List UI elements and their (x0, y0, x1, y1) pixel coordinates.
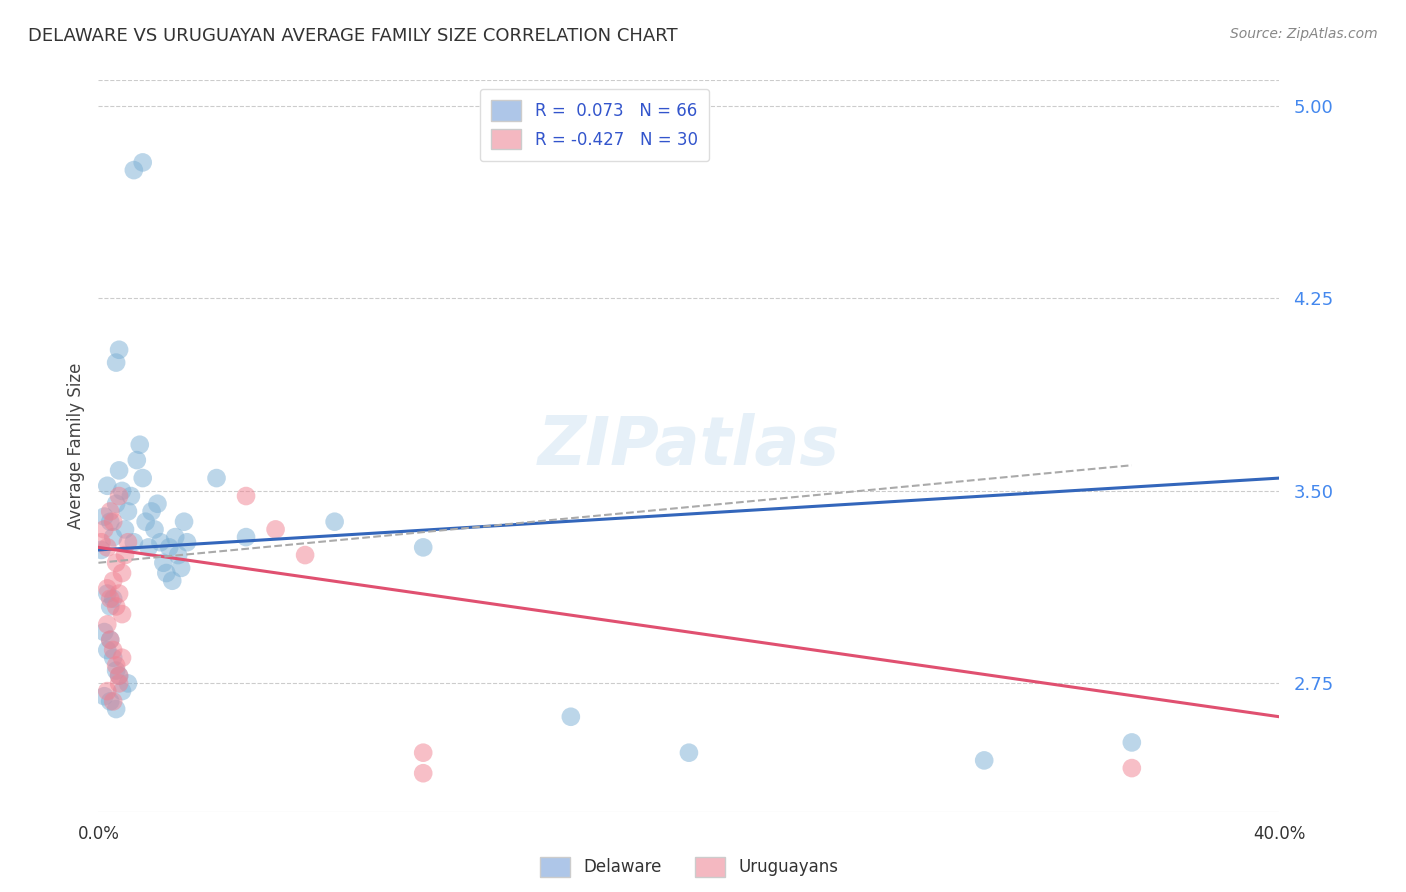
Point (98, 591, 121, 606)
Point (117, 504, 139, 518)
Point (98, 515, 121, 529)
Point (235, 530, 257, 544)
Point (173, 515, 195, 529)
Point (152, 556, 174, 570)
Point (105, 658, 128, 673)
Point (170, 561, 193, 575)
Point (122, 163, 145, 178)
Point (114, 548, 136, 562)
Point (205, 471, 228, 485)
Point (294, 548, 316, 562)
Point (103, 694, 125, 708)
Point (165, 530, 187, 544)
Point (141, 504, 163, 518)
Point (167, 548, 190, 562)
Point (114, 523, 136, 537)
Legend: R =  0.073   N = 66, R = -0.427   N = 30: R = 0.073 N = 66, R = -0.427 N = 30 (479, 88, 709, 161)
Point (235, 489, 257, 503)
Point (117, 535, 139, 549)
Point (149, 535, 172, 549)
Point (90, 543, 112, 558)
Point (412, 746, 434, 760)
Point (108, 489, 131, 503)
Point (103, 574, 125, 588)
Point (98, 504, 121, 518)
Point (146, 497, 169, 511)
Point (90, 535, 112, 549)
Point (108, 463, 131, 477)
Point (132, 155, 155, 169)
Point (108, 669, 131, 683)
Point (143, 523, 166, 537)
Legend: Delaware, Uruguayans: Delaware, Uruguayans (533, 850, 845, 884)
Point (108, 586, 131, 600)
Y-axis label: Average Family Size: Average Family Size (66, 363, 84, 529)
Point (105, 497, 128, 511)
Point (103, 530, 125, 544)
Text: 40.0%: 40.0% (1253, 824, 1306, 843)
Point (323, 515, 346, 529)
Point (105, 599, 128, 614)
Point (108, 669, 131, 683)
Point (111, 684, 134, 698)
Point (105, 702, 128, 716)
Point (973, 753, 995, 767)
Point (96, 684, 118, 698)
Point (98, 694, 121, 708)
Point (135, 515, 157, 529)
Point (103, 643, 125, 657)
Point (176, 535, 198, 549)
Point (96, 586, 118, 600)
Point (103, 650, 125, 665)
Point (412, 766, 434, 780)
Text: DELAWARE VS URUGUAYAN AVERAGE FAMILY SIZE CORRELATION CHART: DELAWARE VS URUGUAYAN AVERAGE FAMILY SIZ… (28, 27, 678, 45)
Point (96, 617, 118, 632)
Point (132, 471, 155, 485)
Point (120, 489, 142, 503)
Point (96, 643, 118, 657)
Point (93, 690, 115, 704)
Point (105, 355, 128, 369)
Point (162, 574, 183, 588)
Point (98, 632, 121, 647)
Point (105, 664, 128, 678)
Point (128, 438, 150, 452)
Point (93, 509, 115, 524)
Point (117, 676, 139, 690)
Point (96, 541, 118, 555)
Point (93, 523, 115, 537)
Point (122, 535, 145, 549)
Point (103, 515, 125, 529)
Point (108, 343, 131, 357)
Point (111, 566, 134, 580)
Point (155, 566, 177, 580)
Point (125, 453, 148, 467)
Point (678, 746, 700, 760)
Point (1121, 735, 1143, 749)
Point (98, 632, 121, 647)
Point (412, 541, 434, 555)
Point (138, 541, 160, 555)
Text: 0.0%: 0.0% (77, 824, 120, 843)
Point (103, 591, 125, 606)
Point (264, 523, 287, 537)
Point (108, 676, 131, 690)
Point (111, 650, 134, 665)
Point (105, 556, 128, 570)
Point (157, 541, 180, 555)
Point (111, 483, 134, 498)
Point (96, 582, 118, 596)
Point (96, 479, 118, 493)
Text: ZIPatlas: ZIPatlas (538, 413, 839, 479)
Point (1121, 761, 1143, 775)
Point (111, 607, 134, 621)
Point (560, 710, 582, 724)
Text: Source: ZipAtlas.com: Source: ZipAtlas.com (1230, 27, 1378, 41)
Point (93, 625, 115, 640)
Point (98, 599, 121, 614)
